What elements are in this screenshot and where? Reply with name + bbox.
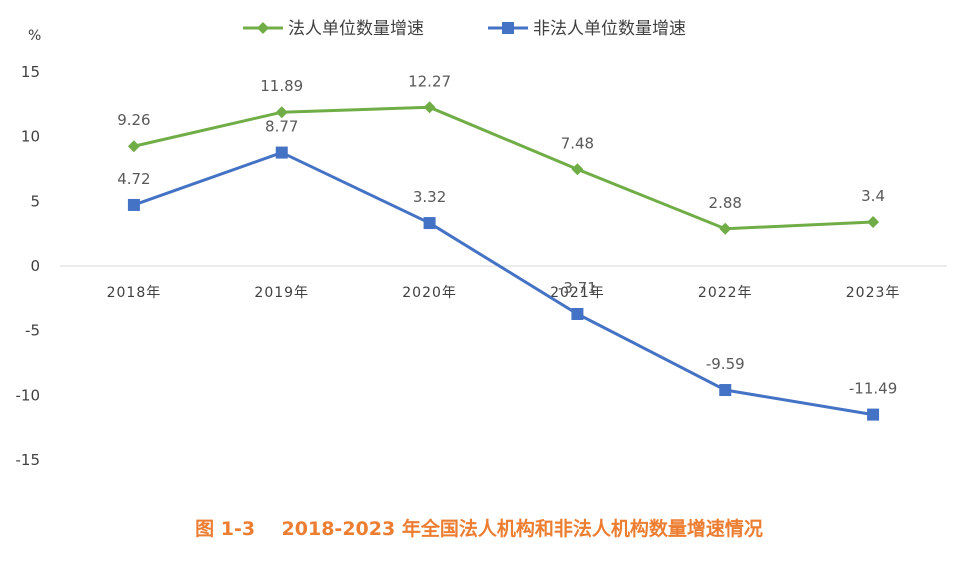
y-tick-label: 10	[21, 128, 40, 146]
x-axis-ticks: 2018年 2019年 2020年 2021年 2022年 2023年	[107, 285, 901, 301]
data-label: 7.48	[561, 134, 594, 152]
data-label: 11.89	[260, 77, 303, 95]
x-tick-label: 2018年	[107, 285, 162, 301]
data-label: 3.4	[861, 187, 885, 205]
y-tick-label: 15	[21, 63, 40, 81]
data-point-diamond	[423, 101, 436, 114]
data-point-square	[275, 146, 288, 159]
data-point-square	[867, 408, 880, 421]
data-point-square	[719, 384, 732, 397]
data-label: 2.88	[709, 194, 742, 212]
data-label: -9.59	[706, 355, 745, 373]
series-line-1	[132, 105, 875, 231]
x-tick-label: 2023年	[846, 285, 901, 301]
data-label: -11.49	[849, 380, 897, 398]
data-label: 9.26	[117, 111, 150, 129]
data-point-diamond	[867, 216, 880, 229]
data-point-diamond	[275, 106, 288, 119]
data-label: -3.71	[558, 279, 597, 297]
y-axis-unit-label: %	[28, 28, 41, 44]
legend: 法人单位数量增速 非法人单位数量增速	[243, 19, 686, 39]
data-point-square	[423, 217, 436, 230]
data-label: 12.27	[408, 72, 451, 90]
x-tick-label: 2022年	[698, 285, 753, 301]
data-point-diamond	[719, 222, 732, 235]
data-point-square	[127, 198, 140, 211]
x-tick-label: 2020年	[402, 285, 457, 301]
data-point-diamond	[571, 163, 584, 176]
data-point-diamond	[127, 140, 140, 153]
y-tick-label: 0	[30, 257, 40, 275]
figure-caption: 图 1-3 2018-2023 年全国法人机构和非法人机构数量增速情况	[195, 518, 763, 540]
data-label: 8.77	[265, 118, 298, 136]
data-label: 3.32	[413, 188, 446, 206]
series-line-2	[132, 151, 875, 417]
data-label: 4.72	[117, 170, 150, 188]
y-tick-label: 5	[30, 192, 40, 210]
series-group	[127, 101, 880, 421]
legend-marker-diamond	[257, 22, 269, 34]
x-tick-label: 2019年	[254, 285, 309, 301]
y-axis-ticks: 15 10 5 0 -5 -10 -15	[16, 63, 41, 469]
y-tick-label: -15	[16, 451, 41, 469]
y-tick-label: -5	[25, 322, 40, 340]
chart-svg: 法人单位数量增速 非法人单位数量增速 % 15 10 5 0 -5 -10 -15 2018年…	[16, 19, 947, 469]
y-tick-label: -10	[16, 386, 41, 404]
legend-label: 非法人单位数量增速	[533, 19, 686, 39]
legend-label: 法人单位数量增速	[288, 19, 424, 39]
legend-marker-square	[502, 22, 514, 34]
data-labels: 9.26 11.89 12.27 7.48 2.88 3.4 4.72 8.77 3.32 -3.…	[117, 72, 897, 397]
x-tick-label: 2021年	[550, 285, 605, 301]
data-point-square	[571, 307, 584, 320]
